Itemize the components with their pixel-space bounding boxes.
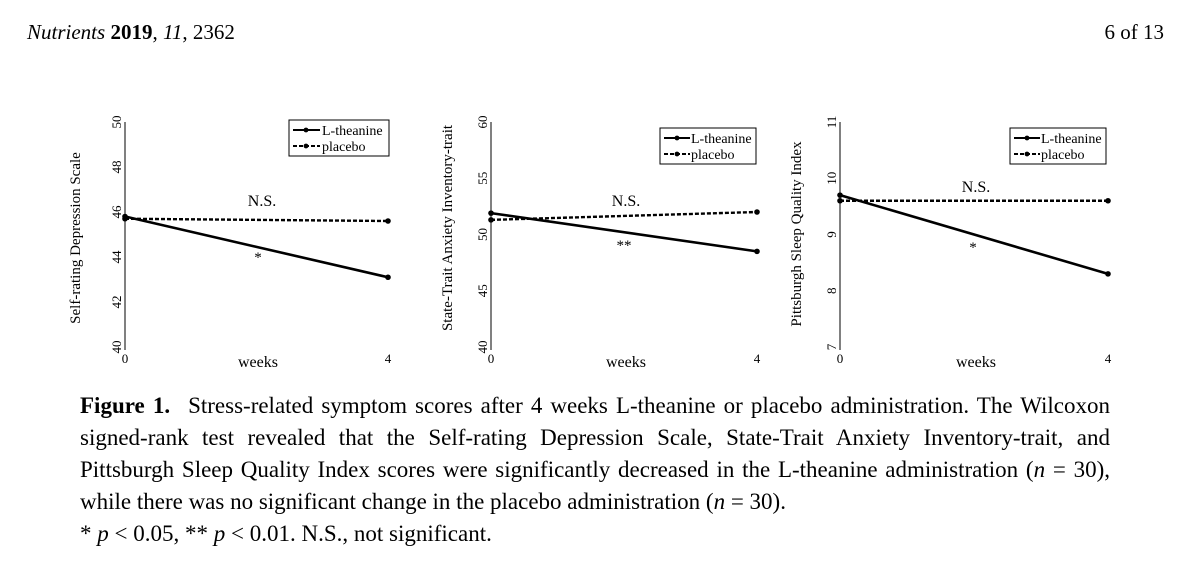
caption-note-star: *: [80, 521, 98, 546]
article-number: 2362: [192, 20, 235, 44]
x-tick-label: 4: [754, 351, 761, 366]
data-point-l-theanine: [1105, 271, 1111, 277]
legend-label-placebo: placebo: [691, 148, 735, 163]
y-tick-label: 45: [475, 284, 490, 297]
y-tick-label: 44: [109, 250, 124, 264]
series-lines: [122, 213, 391, 281]
y-tick-label: 40: [475, 341, 490, 354]
legend: L-theanine placebo: [659, 127, 757, 165]
page-number: 6 of 13: [1104, 20, 1165, 44]
series-line-placebo: [124, 217, 389, 223]
figure-caption: Figure 1. Stress-related symptom scores a…: [80, 390, 1110, 550]
journal-name: Nutrients: [27, 20, 106, 44]
data-point-l-theanine: [385, 274, 391, 281]
caption-p-var-2: p: [213, 521, 226, 546]
caption-n-val-2: = 30).: [725, 489, 786, 514]
y-axis-label: State-Trait Anxiety Inventory-trait: [440, 124, 456, 331]
ns-annotation: N.S.: [248, 193, 276, 210]
legend-marker-placebo: [674, 151, 680, 157]
data-point-l-theanine: [754, 248, 760, 255]
y-tick-labels: 7 8 9 10 11: [824, 116, 839, 351]
y-tick-label: 40: [109, 341, 124, 354]
legend: L-theanine placebo: [1009, 127, 1107, 165]
y-tick-label: 50: [475, 228, 490, 241]
caption-label: Figure 1.: [80, 393, 171, 418]
y-tick-label: 10: [824, 172, 839, 185]
series-line-l-theanine: [124, 215, 389, 279]
running-header: Nutrients 2019, 11, 2362: [27, 20, 235, 44]
significance-annotation: *: [254, 250, 262, 266]
data-point-placebo: [754, 209, 760, 215]
legend-box: [288, 119, 390, 157]
caption-note-p2: < 0.01. N.S., not significant.: [225, 521, 492, 546]
data-point-placebo: [837, 197, 843, 204]
series-line-placebo: [490, 210, 758, 222]
legend-box: [1009, 127, 1107, 165]
legend-marker-l-theanine: [1024, 135, 1030, 141]
legend-marker-l-theanine: [674, 135, 680, 141]
x-tick-label: 4: [1105, 351, 1112, 366]
y-tick-label: 8: [824, 288, 839, 295]
caption-body: Stress-related symptom scores after 4 we…: [80, 393, 1110, 482]
publication-year: 2019: [110, 20, 153, 44]
legend-marker-placebo: [1024, 151, 1030, 157]
y-tick-labels: 40 42 44 46 48 50: [109, 116, 124, 354]
caption-n-var-2: n: [713, 489, 726, 514]
legend: L-theanine placebo: [288, 119, 390, 157]
y-tick-labels: 40 45 50 55 60: [475, 116, 490, 354]
y-axis-label: Pittsburgh Sleep Quality Index: [789, 141, 805, 327]
ns-annotation: N.S.: [962, 179, 990, 196]
legend-marker-l-theanine: [303, 127, 309, 133]
x-tick-label: 0: [122, 351, 129, 366]
y-tick-label: 7: [824, 343, 839, 350]
data-point-placebo: [488, 217, 494, 223]
ns-annotation: N.S.: [612, 193, 640, 210]
y-tick-label: 48: [109, 161, 124, 174]
legend-label-l-theanine: L-theanine: [691, 132, 752, 147]
x-axis-label: weeks: [238, 354, 278, 371]
y-tick-label: 50: [109, 116, 124, 129]
data-point-placebo: [385, 218, 391, 224]
x-tick-label: 4: [385, 351, 392, 366]
legend-label-l-theanine: L-theanine: [1041, 132, 1102, 147]
caption-p-var: p: [97, 521, 109, 546]
y-tick-label: 11: [824, 116, 839, 129]
x-tick-label: 0: [488, 351, 495, 366]
y-tick-label: 55: [475, 172, 490, 185]
series-lines: [488, 209, 760, 255]
legend-box: [659, 127, 757, 165]
x-axis-label: weeks: [956, 354, 996, 371]
data-point-placebo: [122, 215, 128, 222]
legend-label-l-theanine: L-theanine: [322, 124, 383, 139]
series-lines: [837, 192, 1111, 277]
chart-sleep-quality: Pittsburgh Sleep Quality Index weeks 7 8 9…: [789, 116, 1112, 371]
volume-number: 11: [162, 20, 183, 44]
chart-anxiety: State-Trait Anxiety Inventory-trait week…: [440, 116, 761, 372]
y-tick-label: 42: [109, 296, 124, 309]
data-point-l-theanine: [837, 192, 843, 198]
caption-n-var: n: [1033, 457, 1046, 482]
chart-depression: Self-rating Depression Scale weeks 40424…: [68, 116, 392, 372]
y-tick-label: 60: [475, 116, 490, 129]
data-point-placebo: [1105, 197, 1111, 204]
legend-label-placebo: placebo: [1041, 148, 1085, 163]
x-tick-label: 0: [837, 351, 844, 366]
legend-marker-placebo: [303, 143, 309, 149]
series-line-l-theanine: [839, 193, 1109, 276]
y-tick-label: 46: [109, 205, 124, 219]
y-axis-label: Self-rating Depression Scale: [68, 152, 84, 324]
y-tick-label: 9: [824, 231, 839, 238]
caption-note-p1: < 0.05, **: [108, 521, 214, 546]
caption-n-val-1: = 30), while there was no significant ch…: [80, 457, 1110, 514]
significance-annotation: **: [617, 238, 632, 254]
x-axis-label: weeks: [606, 354, 646, 371]
legend-label-placebo: placebo: [322, 140, 366, 155]
data-point-l-theanine: [488, 210, 494, 216]
significance-annotation: *: [969, 240, 977, 256]
